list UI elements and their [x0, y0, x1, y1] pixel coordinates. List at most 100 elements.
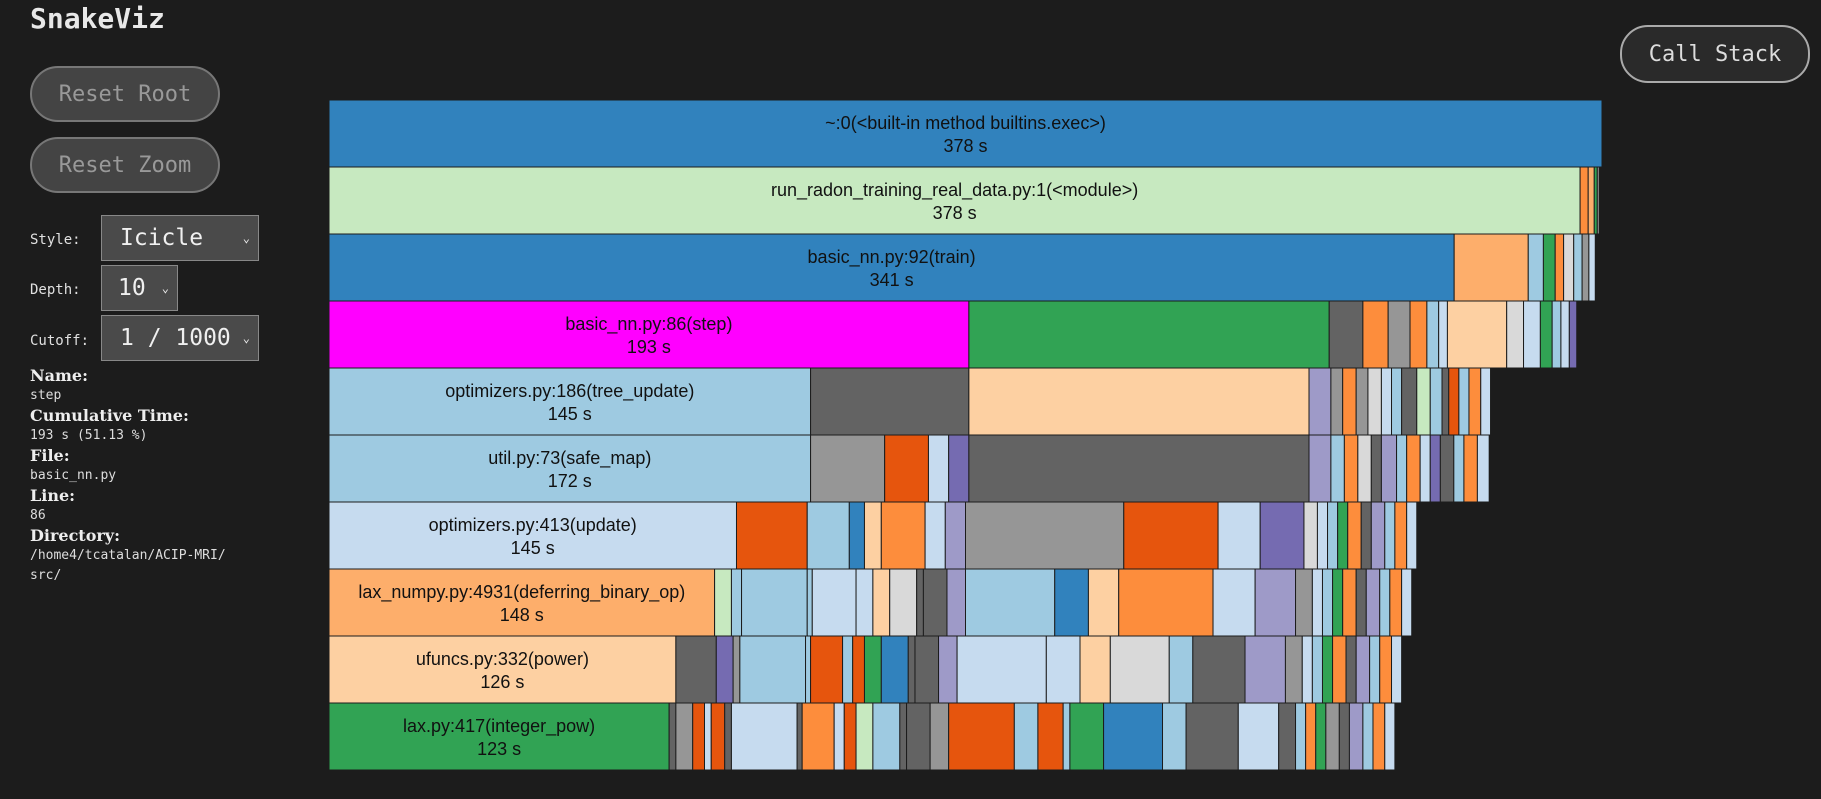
icicle-node[interactable]: [855, 568, 874, 637]
icicle-node[interactable]: [1527, 233, 1544, 302]
icicle-node[interactable]: [1301, 635, 1313, 704]
icicle-node[interactable]: [948, 702, 1015, 771]
icicle-node[interactable]: [1380, 367, 1393, 436]
icicle-node[interactable]: [833, 702, 845, 771]
icicle-node[interactable]: [1506, 300, 1525, 369]
icicle-node[interactable]: [1369, 635, 1381, 704]
icicle-node[interactable]: [806, 501, 850, 570]
icicle-node[interactable]: [1062, 702, 1071, 771]
icicle-node[interactable]: [1212, 568, 1256, 637]
icicle-node[interactable]: [1311, 635, 1323, 704]
icicle-node[interactable]: [1338, 702, 1350, 771]
icicle-node[interactable]: [692, 702, 705, 771]
icicle-node[interactable]: [884, 434, 929, 503]
icicle-node[interactable]: [675, 702, 694, 771]
icicle-node-labeled[interactable]: [329, 300, 970, 369]
icicle-node[interactable]: [1087, 568, 1120, 637]
icicle-node[interactable]: [741, 568, 808, 637]
icicle-node[interactable]: [863, 501, 882, 570]
icicle-node[interactable]: [1342, 568, 1357, 637]
icicle-node[interactable]: [730, 702, 798, 771]
icicle-node[interactable]: [1362, 300, 1389, 369]
icicle-node[interactable]: [1192, 635, 1246, 704]
icicle-node[interactable]: [1448, 367, 1460, 436]
icicle-node[interactable]: [965, 568, 1056, 637]
icicle-node[interactable]: [1343, 434, 1359, 503]
icicle-node[interactable]: [732, 635, 741, 704]
icicle-node[interactable]: [1321, 635, 1334, 704]
icicle-node[interactable]: [724, 702, 732, 771]
icicle-node[interactable]: [1367, 367, 1382, 436]
icicle-node[interactable]: [1588, 233, 1596, 302]
icicle-node[interactable]: [1054, 568, 1089, 637]
icicle-node[interactable]: [880, 635, 909, 704]
icicle-node[interactable]: [899, 702, 908, 771]
icicle-node[interactable]: [855, 702, 874, 771]
icicle-node[interactable]: [810, 434, 886, 503]
icicle-node[interactable]: [1118, 568, 1214, 637]
icicle-node[interactable]: [852, 635, 865, 704]
icicle-node-labeled[interactable]: [329, 501, 737, 570]
icicle-node[interactable]: [1244, 635, 1286, 704]
icicle-node[interactable]: [848, 501, 865, 570]
icicle-node[interactable]: [715, 635, 734, 704]
icicle-node[interactable]: [1426, 300, 1440, 369]
icicle-node[interactable]: [1539, 300, 1553, 369]
icicle-node[interactable]: [1568, 300, 1578, 369]
icicle-node[interactable]: [1542, 233, 1556, 302]
icicle-node[interactable]: [710, 702, 726, 771]
icicle-node-labeled[interactable]: [329, 367, 812, 436]
icicle-node[interactable]: [1284, 635, 1303, 704]
icicle-node[interactable]: [675, 635, 717, 704]
icicle-node[interactable]: [1384, 702, 1396, 771]
icicle-node[interactable]: [1458, 367, 1470, 436]
icicle-node[interactable]: [872, 702, 901, 771]
icicle-chart[interactable]: ~:0(<built-in method builtins.exec>) 378 …: [329, 100, 1602, 772]
icicle-node[interactable]: [1391, 635, 1403, 704]
icicle-node[interactable]: [1370, 434, 1382, 503]
icicle-node[interactable]: [739, 635, 807, 704]
icicle-node[interactable]: [1355, 568, 1367, 637]
icicle-node[interactable]: [1429, 367, 1443, 436]
icicle-node[interactable]: [1401, 367, 1418, 436]
icicle-node[interactable]: [796, 702, 803, 771]
icicle-node[interactable]: [1295, 702, 1307, 771]
icicle-node[interactable]: [1560, 300, 1570, 369]
icicle-node-labeled[interactable]: [329, 100, 1602, 168]
icicle-node[interactable]: [730, 568, 743, 637]
icicle-node[interactable]: [1463, 434, 1478, 503]
icicle-node[interactable]: [810, 635, 844, 704]
icicle-node[interactable]: [1347, 501, 1362, 570]
icicle-node-labeled[interactable]: [329, 233, 1455, 302]
icicle-node[interactable]: [1162, 702, 1187, 771]
icicle-node[interactable]: [1328, 300, 1364, 369]
icicle-node[interactable]: [811, 568, 857, 637]
icicle-node[interactable]: [1419, 434, 1431, 503]
icicle-node[interactable]: [1596, 166, 1600, 235]
icicle-node[interactable]: [1468, 367, 1482, 436]
icicle-node[interactable]: [1357, 434, 1372, 503]
icicle-node[interactable]: [1384, 501, 1396, 570]
icicle-node-labeled[interactable]: [329, 702, 670, 771]
icicle-node[interactable]: [965, 501, 1125, 570]
icicle-node[interactable]: [863, 635, 882, 704]
icicle-node[interactable]: [1345, 635, 1357, 704]
icicle-node[interactable]: [1362, 702, 1374, 771]
icicle-node[interactable]: [801, 702, 835, 771]
icicle-node[interactable]: [889, 568, 918, 637]
icicle-node[interactable]: [1330, 434, 1345, 503]
icicle-node[interactable]: [1348, 702, 1364, 771]
icicle-node[interactable]: [1387, 300, 1411, 369]
icicle-node[interactable]: [1037, 702, 1064, 771]
icicle-node[interactable]: [1332, 635, 1347, 704]
icicle-node[interactable]: [1325, 702, 1340, 771]
cutoff-select[interactable]: 1 / 1000 ⌄: [101, 315, 259, 361]
icicle-node[interactable]: [1305, 702, 1317, 771]
icicle-node[interactable]: [1308, 367, 1332, 436]
icicle-node[interactable]: [714, 568, 732, 637]
icicle-node[interactable]: [1360, 501, 1372, 570]
icicle-node[interactable]: [1391, 367, 1403, 436]
icicle-node[interactable]: [1476, 434, 1490, 503]
icicle-node[interactable]: [1355, 635, 1371, 704]
icicle-node[interactable]: [924, 501, 946, 570]
